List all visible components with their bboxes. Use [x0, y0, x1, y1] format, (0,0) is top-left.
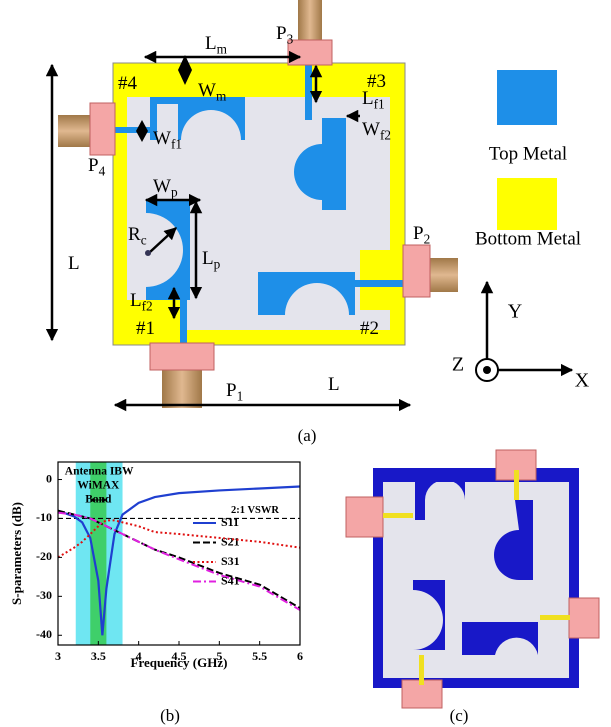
hotspot — [540, 615, 570, 620]
label-text: P — [226, 380, 237, 401]
legend-label: S31 — [221, 554, 240, 568]
label: #2 — [360, 318, 379, 339]
label-text: L — [68, 253, 80, 274]
feed-line — [180, 300, 187, 345]
label-text: P — [413, 223, 424, 244]
label: P1 — [226, 380, 243, 403]
legend-label: Bottom Metal — [475, 228, 581, 249]
label: L — [328, 374, 340, 395]
label-subscript: c — [141, 233, 147, 248]
label-text: P — [276, 23, 287, 44]
x-tick-label: 5.5 — [252, 649, 267, 663]
antenna-layout — [52, 0, 572, 408]
label-subscript: m — [216, 89, 227, 104]
y-tick-label: -20 — [36, 549, 52, 563]
label-subscript: p — [171, 185, 178, 200]
figure: (a) (b) (c) LmWmLf1Wf2Wf1WpRcLpLf2LLP1P2… — [0, 0, 611, 727]
port — [90, 103, 115, 155]
hotspot — [514, 470, 519, 500]
axis-label: X — [575, 370, 590, 392]
hotspot — [419, 655, 424, 685]
caption: (b) — [160, 706, 180, 725]
label: P4 — [88, 155, 106, 178]
label-text: P — [88, 155, 99, 176]
x-tick-label: 3.5 — [91, 649, 106, 663]
x-tick-label: 3 — [55, 649, 61, 663]
x-axis-title: Frequency (GHz) — [131, 655, 228, 670]
legend-swatch — [497, 178, 557, 230]
connector — [298, 0, 322, 42]
label-text: W — [362, 119, 380, 140]
label-text: #2 — [360, 318, 379, 339]
label-text: W — [198, 80, 216, 101]
label-subscript: 2 — [424, 232, 431, 247]
label: #1 — [136, 318, 155, 339]
legend-swatch — [497, 70, 557, 125]
current-distribution — [346, 450, 599, 708]
y-tick-label: -30 — [36, 588, 52, 602]
axis-label: Y — [508, 301, 522, 323]
caption: (a) — [298, 426, 317, 445]
legend-label: S21 — [221, 534, 240, 548]
label-subscript: 4 — [99, 164, 106, 179]
legend-label: S41 — [221, 573, 240, 587]
label-subscript: 3 — [287, 32, 294, 47]
label: P2 — [413, 223, 430, 246]
label: L — [68, 253, 80, 274]
label-text: W — [153, 128, 171, 149]
label-text: L — [202, 248, 214, 269]
connector — [162, 368, 202, 408]
band-label: WiMAX — [77, 480, 120, 492]
label-text: W — [153, 176, 171, 197]
label-subscript: f1 — [374, 97, 385, 112]
label-text: R — [128, 224, 141, 245]
label: P3 — [276, 23, 294, 46]
label-subscript: f1 — [171, 137, 182, 152]
hotspot — [383, 513, 413, 518]
label-text: #1 — [136, 318, 155, 339]
label: #3 — [367, 71, 386, 92]
x-tick-label: 6 — [297, 649, 303, 663]
connector — [58, 115, 92, 147]
band-label: Antenna IBW — [65, 466, 134, 478]
port — [150, 343, 214, 370]
port — [569, 598, 599, 638]
connector — [428, 258, 458, 292]
label-subscript: f2 — [142, 299, 153, 314]
y-tick-label: 0 — [46, 471, 52, 485]
label: #4 — [118, 73, 138, 94]
label-text: L — [205, 33, 217, 54]
caption: (c) — [450, 706, 469, 725]
center-dot — [145, 250, 151, 256]
axis-origin-dot — [483, 366, 491, 374]
port — [346, 497, 383, 537]
feed-line — [355, 280, 405, 287]
axis-label: Z — [452, 354, 464, 376]
port — [403, 245, 430, 297]
label: Lm — [205, 33, 228, 56]
legend-label: S11 — [221, 515, 239, 529]
label-subscript: p — [214, 257, 221, 272]
label-subscript: m — [217, 42, 228, 57]
y-tick-label: -40 — [36, 627, 52, 641]
label-text: #3 — [367, 71, 386, 92]
legend-label: Top Metal — [489, 143, 567, 164]
label-text: L — [130, 290, 142, 311]
label-text: #4 — [118, 73, 138, 94]
port — [288, 40, 332, 65]
y-tick-label: -10 — [36, 510, 52, 524]
label-subscript: f2 — [380, 128, 391, 143]
label-subscript: 1 — [237, 389, 244, 404]
label-text: L — [328, 374, 340, 395]
feed-line — [305, 63, 312, 120]
y-axis-title: S-parameters (dB) — [9, 502, 24, 605]
